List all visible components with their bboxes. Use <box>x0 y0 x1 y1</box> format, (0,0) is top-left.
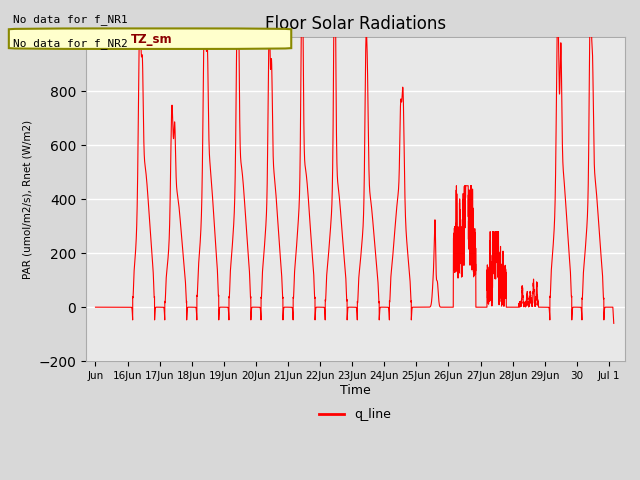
Legend: q_line: q_line <box>314 403 396 426</box>
Text: No data for f_NR2: No data for f_NR2 <box>13 38 127 49</box>
Text: TZ_sm: TZ_sm <box>131 33 172 46</box>
X-axis label: Time: Time <box>340 384 371 396</box>
FancyBboxPatch shape <box>9 28 291 49</box>
Text: No data for f_NR1: No data for f_NR1 <box>13 14 127 25</box>
Title: Floor Solar Radiations: Floor Solar Radiations <box>265 15 446 33</box>
Y-axis label: PAR (umol/m2/s), Rnet (W/m2): PAR (umol/m2/s), Rnet (W/m2) <box>22 120 33 279</box>
